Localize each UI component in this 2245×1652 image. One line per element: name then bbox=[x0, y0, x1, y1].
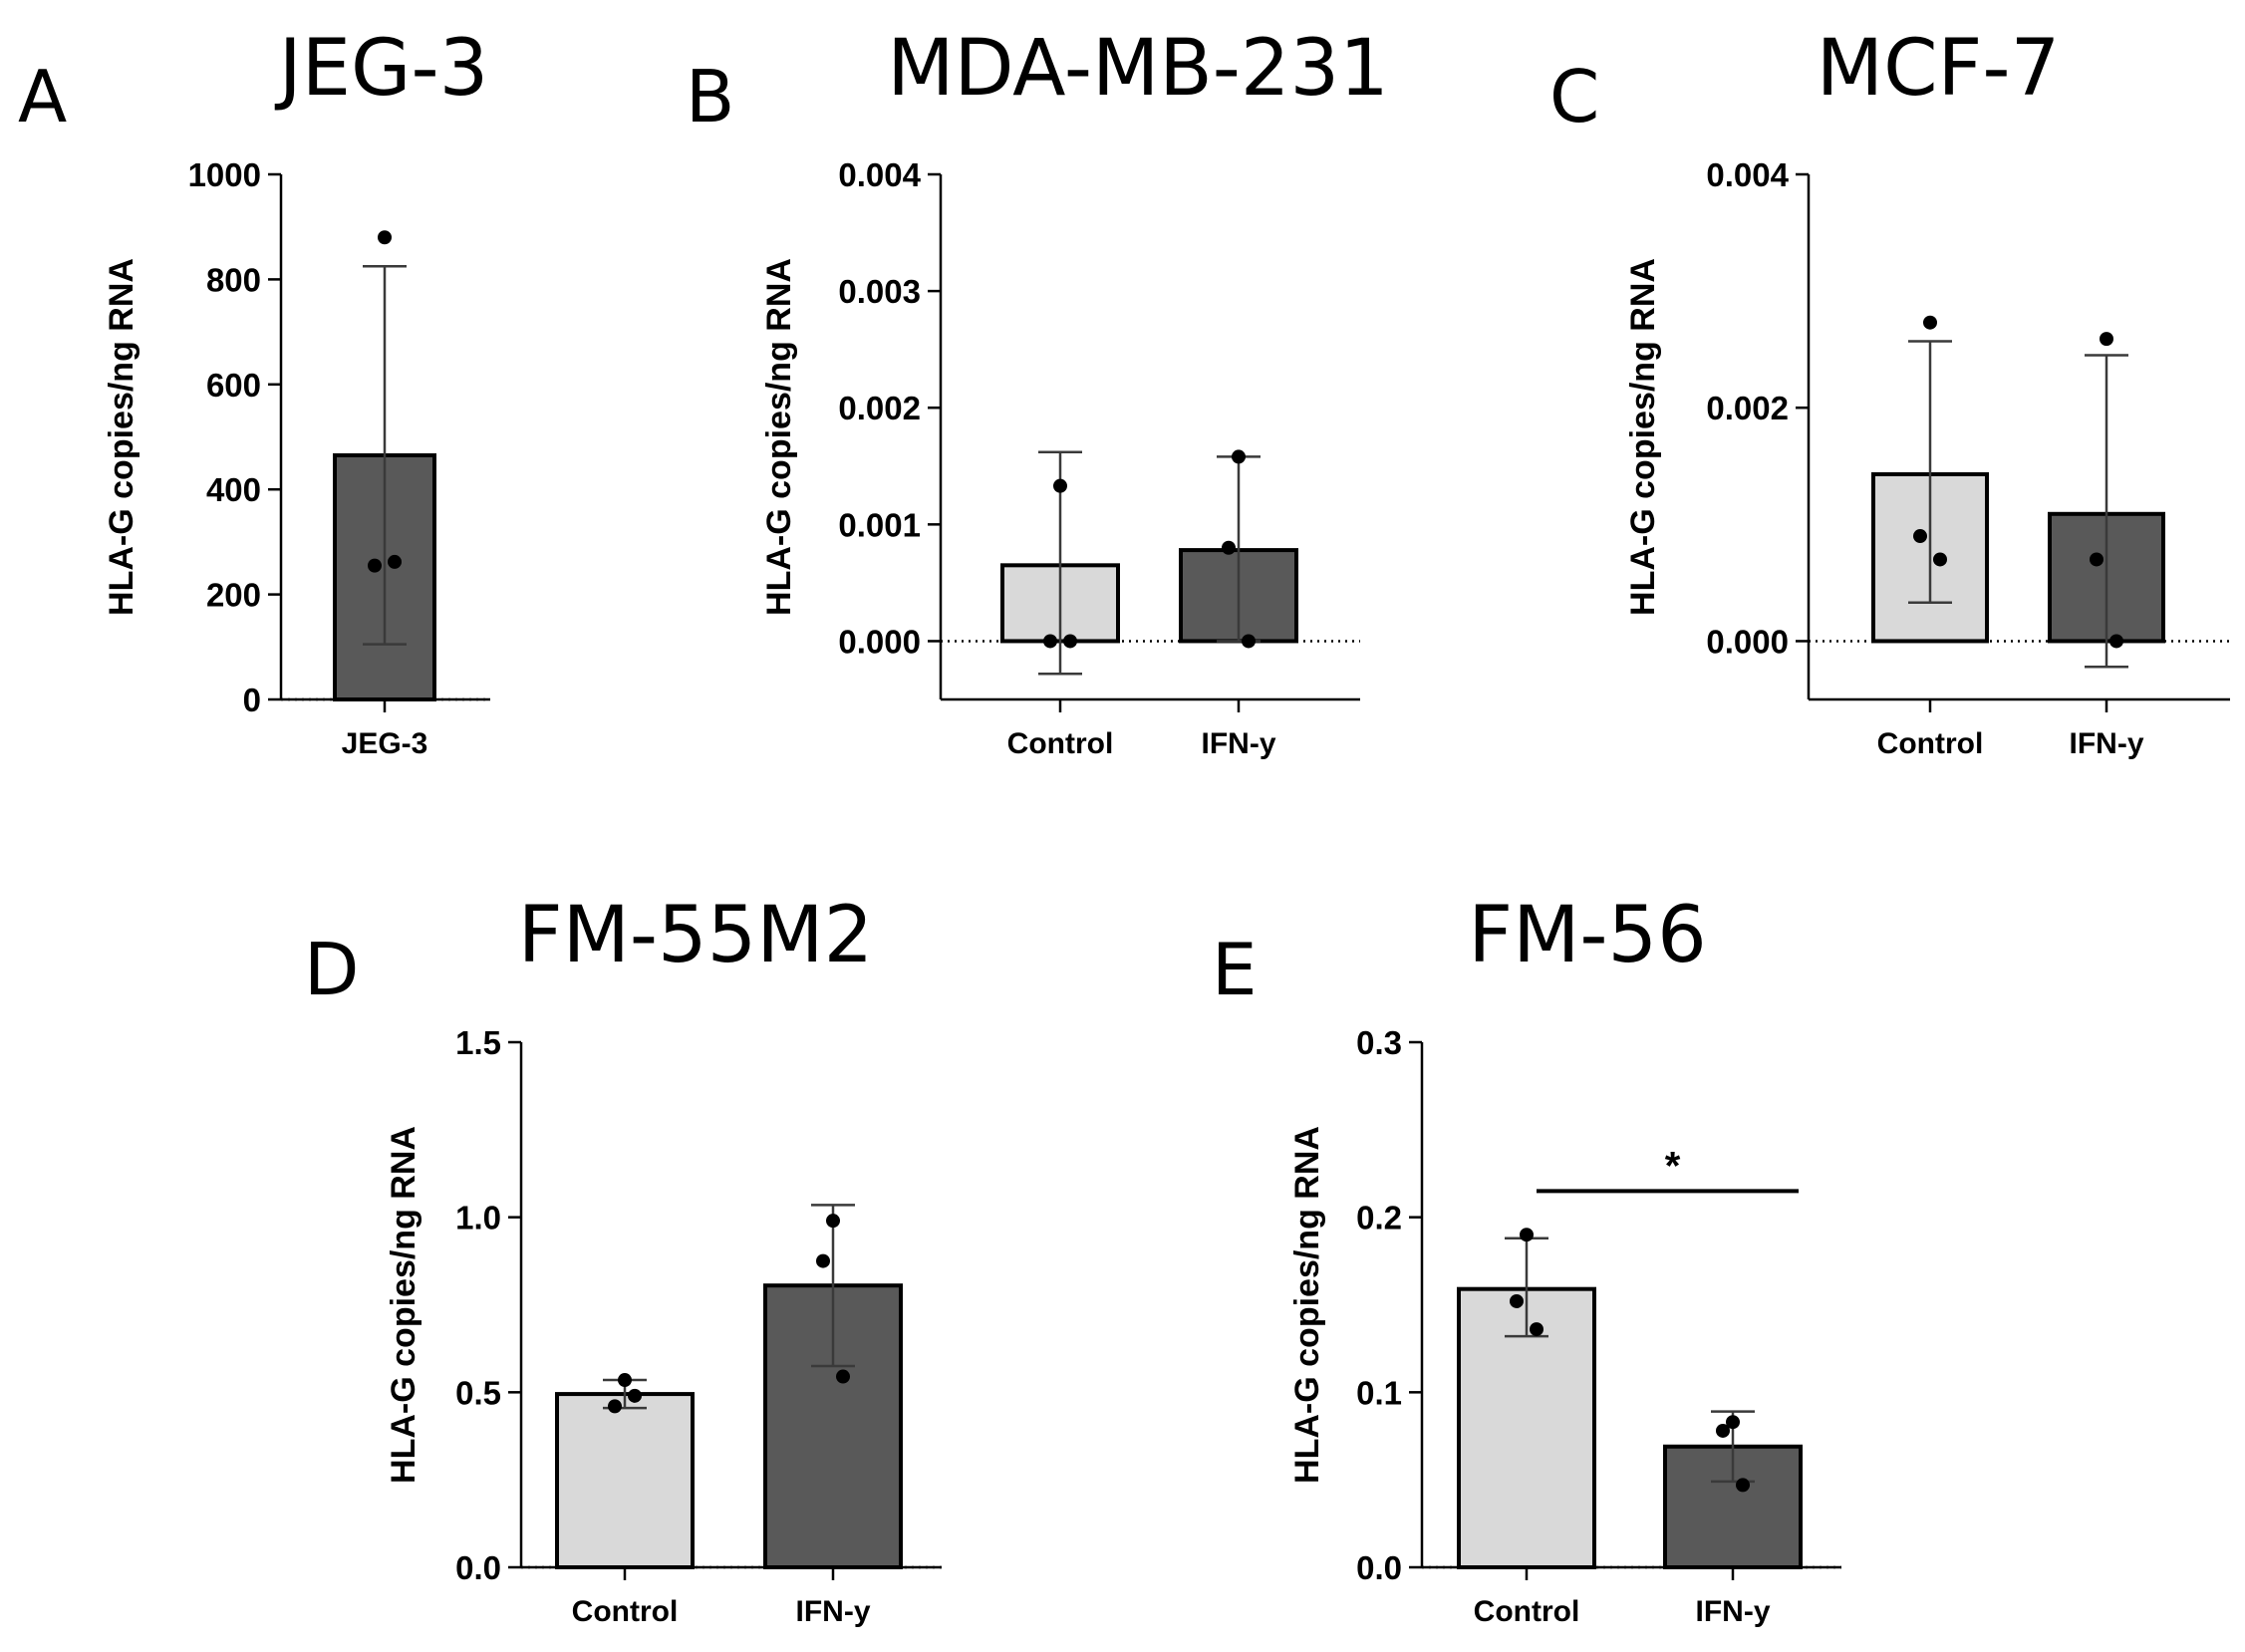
panel-c-control-x-tick-label: Control bbox=[1877, 727, 1984, 760]
panel-d-letter: D bbox=[304, 928, 359, 1011]
panel-b-ifn-y-data-point bbox=[1222, 540, 1236, 555]
panel-e-letter: E bbox=[1212, 928, 1258, 1011]
panel-b-letter: B bbox=[686, 55, 734, 138]
panel-a-y-tick-label: 600 bbox=[206, 367, 261, 404]
panel-b-y-tick-label: 0.001 bbox=[838, 506, 921, 543]
panel-e-ifn-y-x-tick-label: IFN-y bbox=[1696, 1595, 1771, 1628]
panel-e-y-tick-label: 0.1 bbox=[1356, 1374, 1402, 1411]
panel-b-title: MDA-MB-231 bbox=[887, 24, 1389, 114]
panel-e-control-x-tick-label: Control bbox=[1474, 1595, 1580, 1628]
panel-a-y-tick-label: 0 bbox=[243, 682, 261, 718]
panel-d-title: FM-55M2 bbox=[518, 891, 873, 980]
panel-e-control-data-point bbox=[1530, 1322, 1543, 1337]
panel-c-y-axis-label: HLA-G copies/ng RNA bbox=[1624, 258, 1662, 616]
panel-b-control-x-tick-label: Control bbox=[1007, 727, 1114, 760]
panel-b-y-axis-label: HLA-G copies/ng RNA bbox=[760, 258, 798, 616]
panel-d-ifn-y-data-point bbox=[816, 1253, 830, 1268]
panel-e-y-tick-label: 0.2 bbox=[1356, 1200, 1402, 1237]
panel-e-y-axis-label: HLA-G copies/ng RNA bbox=[1288, 1126, 1326, 1484]
panel-e-y-tick-label: 0.3 bbox=[1356, 1024, 1402, 1061]
panel-e-title: FM-56 bbox=[1468, 891, 1707, 980]
panel-d-control-x-tick-label: Control bbox=[572, 1595, 679, 1628]
panel-a-letter: A bbox=[18, 55, 67, 138]
panel-a-y-tick-label: 200 bbox=[206, 577, 261, 614]
panel-d-control-data-point bbox=[608, 1399, 622, 1414]
panel-c-ifn-y-x-tick-label: IFN-y bbox=[2070, 727, 2144, 760]
panel-a-y-tick-label: 1000 bbox=[188, 156, 261, 193]
panel-a-y-tick-label: 800 bbox=[206, 261, 261, 298]
panel-a-y-tick-label: 400 bbox=[206, 471, 261, 508]
panel-e-significance-marker: * bbox=[1665, 1144, 1681, 1188]
panel-e-ifn-y-data-point bbox=[1736, 1478, 1750, 1493]
panel-b-y-tick-label: 0.004 bbox=[838, 156, 921, 193]
panel-a-jeg-3-data-point bbox=[378, 230, 392, 245]
panel-d-y-tick-label: 1.5 bbox=[455, 1024, 501, 1061]
panel-e-ifn-y-data-point bbox=[1726, 1415, 1740, 1430]
panel-d-y-tick-label: 0.5 bbox=[455, 1374, 501, 1411]
panel-a-jeg-3-x-tick-label: JEG-3 bbox=[342, 727, 428, 760]
panel-b-ifn-y-x-tick-label: IFN-y bbox=[1202, 727, 1276, 760]
panel-d-y-tick-label: 0.0 bbox=[455, 1549, 501, 1586]
panel-c-y-tick-label: 0.002 bbox=[1706, 390, 1789, 426]
panel-d-control-data-point bbox=[628, 1388, 642, 1403]
panel-b-control-data-point bbox=[1043, 634, 1057, 649]
panel-c-ifn-y-data-point bbox=[2109, 634, 2123, 649]
panel-c-y-tick-label: 0.004 bbox=[1706, 156, 1789, 193]
panel-d-control-bar bbox=[555, 1392, 695, 1569]
panel-c-y-tick-label: 0.000 bbox=[1706, 623, 1789, 660]
panel-b-y-tick-label: 0.000 bbox=[838, 623, 921, 660]
panel-c-title: MCF-7 bbox=[1817, 24, 2060, 114]
panel-b-control-data-point bbox=[1053, 478, 1067, 493]
panel-e-control-data-point bbox=[1520, 1228, 1534, 1242]
panel-d-control-data-point bbox=[618, 1373, 632, 1388]
panel-d-y-tick-label: 1.0 bbox=[455, 1200, 501, 1237]
panel-b-y-tick-label: 0.003 bbox=[838, 273, 921, 310]
panel-a-y-axis-label: HLA-G copies/ng RNA bbox=[103, 258, 140, 616]
panel-d-ifn-y-data-point bbox=[836, 1369, 850, 1384]
panel-c-letter: C bbox=[1549, 55, 1599, 138]
panel-c-ifn-y-data-point bbox=[2100, 332, 2113, 347]
panel-b-ifn-y-data-point bbox=[1232, 449, 1246, 464]
panel-d-y-axis-label: HLA-G copies/ng RNA bbox=[385, 1126, 422, 1484]
panel-e-control-data-point bbox=[1510, 1293, 1524, 1308]
panel-b-control-data-point bbox=[1063, 634, 1077, 649]
panel-e-y-tick-label: 0.0 bbox=[1356, 1549, 1402, 1586]
panel-d-ifn-y-data-point bbox=[826, 1214, 840, 1229]
panel-c-ifn-y-data-point bbox=[2090, 552, 2104, 567]
panel-e-ifn-y-data-point bbox=[1716, 1423, 1730, 1438]
panel-c-control-data-point bbox=[1913, 529, 1927, 544]
panel-a-jeg-3-data-point bbox=[368, 558, 382, 573]
panel-c-control-data-point bbox=[1923, 315, 1937, 330]
panel-d-ifn-y-x-tick-label: IFN-y bbox=[796, 1595, 871, 1628]
panel-b-y-tick-label: 0.002 bbox=[838, 390, 921, 426]
panel-a-title: JEG-3 bbox=[274, 24, 489, 114]
panel-a-jeg-3-data-point bbox=[388, 554, 402, 569]
panel-b-ifn-y-data-point bbox=[1242, 634, 1256, 649]
panel-c-control-data-point bbox=[1933, 552, 1947, 567]
